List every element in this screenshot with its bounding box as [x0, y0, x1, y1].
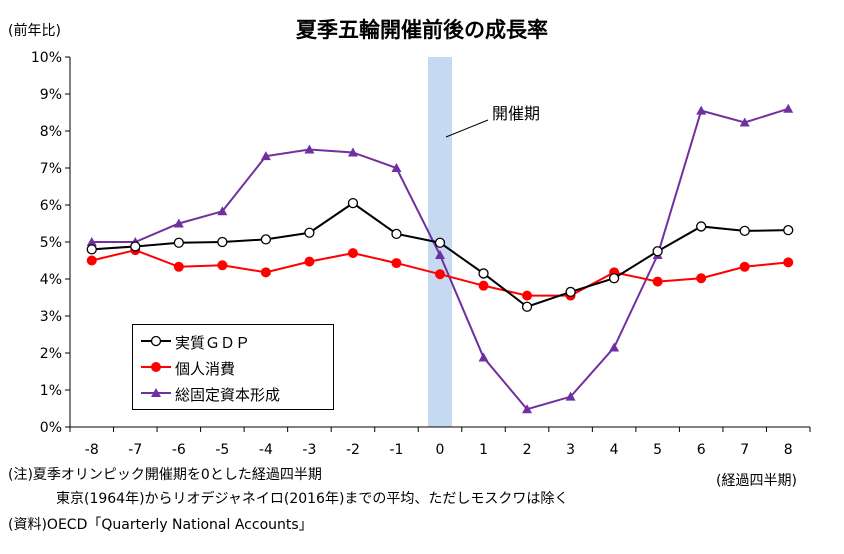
data-point: [608, 273, 620, 284]
data-point: [130, 241, 141, 252]
data-point: [217, 206, 228, 216]
data-point: [260, 267, 271, 278]
hosting-period-callout-line: [445, 119, 489, 138]
data-point: [173, 218, 184, 228]
data-point: [347, 248, 358, 259]
data-point: [391, 258, 402, 269]
data-point: [173, 237, 184, 248]
y-tick-label: 7%: [40, 161, 62, 177]
data-point: [565, 391, 576, 401]
x-tick-label: 6: [697, 442, 706, 458]
x-tick-label: 8: [784, 442, 793, 458]
data-point: [739, 225, 750, 237]
data-point: [652, 276, 663, 287]
x-tick-label: -8: [85, 442, 99, 458]
x-tick-label: -5: [215, 442, 229, 458]
y-tick-label: 4%: [40, 272, 62, 288]
y-tick-label: 3%: [40, 309, 62, 325]
data-point: [521, 301, 533, 312]
y-tick-label: 5%: [40, 235, 62, 251]
data-point: [86, 244, 97, 255]
data-point: [391, 163, 402, 172]
legend-item-investment: 総固定資本形成: [139, 383, 329, 405]
y-tick-label: 8%: [40, 124, 62, 140]
data-point: [217, 236, 228, 248]
legend: 実質ＧＤＰ 個人消費 総固定資本形成: [132, 324, 334, 410]
chart-title: 夏季五輪開催前後の成長率: [296, 18, 548, 42]
data-point: [217, 260, 228, 271]
y-tick-label: 0%: [40, 420, 62, 436]
hosting-period-label: 開催期: [492, 104, 540, 123]
data-point: [435, 269, 445, 280]
y-unit-label: (前年比): [8, 23, 61, 39]
axes: [65, 56, 811, 432]
legend-label-consumption: 個人消費: [175, 360, 236, 378]
data-point: [478, 268, 489, 279]
data-point: [478, 280, 489, 291]
x-tick-label: 1: [479, 442, 488, 458]
data-point: [260, 234, 272, 245]
series-layer: [86, 103, 794, 414]
legend-label-gdp: 実質ＧＤＰ: [175, 334, 251, 352]
series-2: [86, 103, 794, 414]
x-tick-label: 3: [566, 442, 575, 458]
data-point: [347, 147, 358, 157]
data-point: [86, 255, 97, 266]
series-0: [86, 197, 794, 312]
y-tick-label: 2%: [40, 346, 62, 362]
data-point: [783, 103, 794, 113]
legend-marker-gdp: [141, 335, 171, 347]
x-tick-label: 5: [653, 442, 662, 458]
y-tick-label: 6%: [40, 198, 62, 214]
y-tick-label: 1%: [40, 383, 62, 399]
data-point: [522, 290, 533, 301]
data-point: [783, 225, 794, 236]
data-point: [696, 273, 707, 284]
data-point: [86, 237, 97, 246]
x-tick-label: -1: [389, 442, 403, 458]
y-tick-label: 10%: [31, 50, 62, 66]
legend-item-gdp: 実質ＧＤＰ: [139, 331, 329, 353]
x-tick-label: -6: [172, 442, 186, 458]
data-point: [739, 117, 750, 127]
x-tick-label: -7: [128, 442, 142, 458]
data-point: [434, 237, 446, 248]
data-point: [522, 404, 533, 414]
data-point: [173, 261, 184, 272]
x-tick-label: 0: [436, 442, 445, 458]
data-point: [304, 144, 315, 154]
x-tick-label: -2: [346, 442, 360, 458]
data-point: [347, 197, 359, 209]
y-tick-label: 9%: [40, 87, 62, 103]
source-note: (資料)OECD「Quarterly National Accounts」: [8, 517, 313, 533]
data-point: [304, 227, 315, 238]
data-point: [478, 352, 489, 362]
data-point: [783, 257, 794, 268]
data-point: [435, 249, 445, 259]
data-point: [609, 342, 620, 352]
data-point: [696, 105, 707, 115]
data-point: [652, 246, 663, 257]
x-tick-label: -4: [259, 442, 273, 458]
tick-labels: 0% 1% 2% 3% 4% 5% 6% 7% 8% 9% 10% -8 -7 -6 -5 -4 -3 -2 -1 0…: [31, 50, 793, 458]
note-line-2: 東京(1964年)からリオデジャネイロ(2016年)までの平均、ただしモスクワは…: [56, 491, 569, 507]
x-tick-label: 4: [610, 442, 619, 458]
legend-item-consumption: 個人消費: [139, 357, 329, 379]
data-point: [696, 221, 707, 232]
x-tick-label: -3: [302, 442, 316, 458]
x-tick-label: 2: [523, 442, 532, 458]
x-unit-label: (経過四半期): [716, 473, 797, 489]
x-tick-label: 7: [740, 442, 749, 458]
data-point: [391, 228, 402, 240]
data-point: [260, 151, 271, 161]
note-line-1: (注)夏季オリンピック開催期を0とした経過四半期: [8, 467, 322, 483]
legend-marker-investment: [141, 388, 171, 397]
legend-marker-consumption: [141, 362, 171, 372]
data-point: [565, 286, 576, 298]
data-point: [304, 256, 315, 267]
legend-label-investment: 総固定資本形成: [175, 386, 281, 404]
data-point: [739, 261, 750, 272]
